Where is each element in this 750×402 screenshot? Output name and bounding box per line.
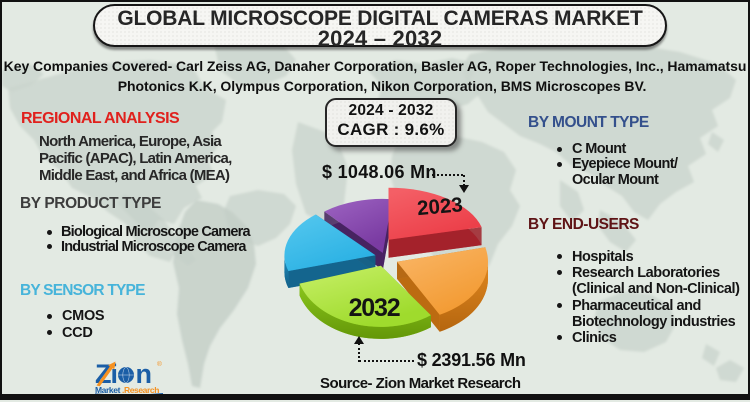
svg-text:2023: 2023 bbox=[416, 193, 463, 220]
svg-text:®: ® bbox=[157, 360, 162, 368]
svg-text:.Research: .Research bbox=[122, 385, 159, 395]
svg-text:Market: Market bbox=[95, 385, 121, 395]
svg-text:i: i bbox=[111, 359, 119, 389]
svg-text:2032: 2032 bbox=[349, 294, 400, 322]
svg-text:n: n bbox=[136, 359, 153, 389]
